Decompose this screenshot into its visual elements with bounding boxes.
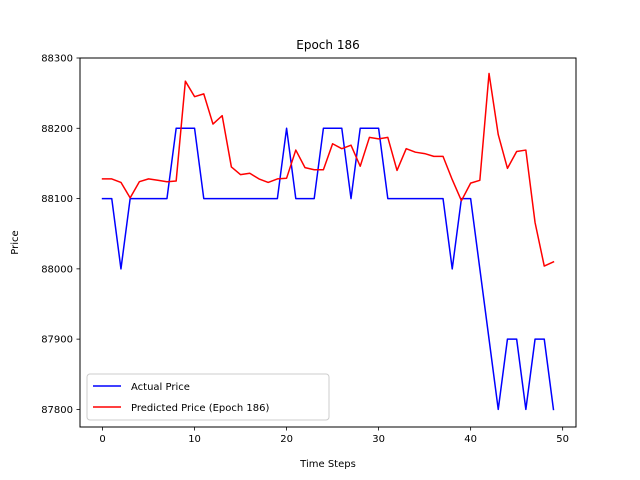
x-tick-label: 0 [99, 434, 105, 445]
y-tick-label: 87900 [41, 335, 73, 346]
x-tick-label: 40 [464, 434, 477, 445]
plot-lines [101, 72, 555, 411]
y-axis-label: Price [10, 230, 21, 254]
legend: Actual Price Predicted Price (Epoch 186) [86, 373, 330, 421]
y-axis: 87800 87900 88000 88100 88200 88300 [41, 54, 80, 416]
chart-title: Epoch 186 [296, 38, 359, 52]
y-tick-label: 87800 [41, 405, 73, 416]
y-tick-label: 88200 [41, 124, 73, 135]
legend-box [86, 373, 330, 421]
plot-frame [79, 57, 577, 428]
series-line-1 [101, 72, 555, 267]
legend-label-predicted: Predicted Price (Epoch 186) [131, 403, 269, 414]
y-tick-label: 88300 [41, 54, 73, 65]
y-tick-label: 88100 [41, 194, 73, 205]
x-tick-label: 30 [372, 434, 385, 445]
x-tick-label: 10 [188, 434, 201, 445]
legend-label-actual: Actual Price [131, 382, 190, 393]
x-axis-label: Time Steps [299, 459, 356, 470]
x-axis: 0 10 20 30 40 50 [99, 427, 569, 445]
series-line-0 [101, 127, 555, 411]
x-tick-label: 20 [280, 434, 293, 445]
x-tick-label: 50 [556, 434, 569, 445]
y-tick-label: 88000 [41, 264, 73, 275]
